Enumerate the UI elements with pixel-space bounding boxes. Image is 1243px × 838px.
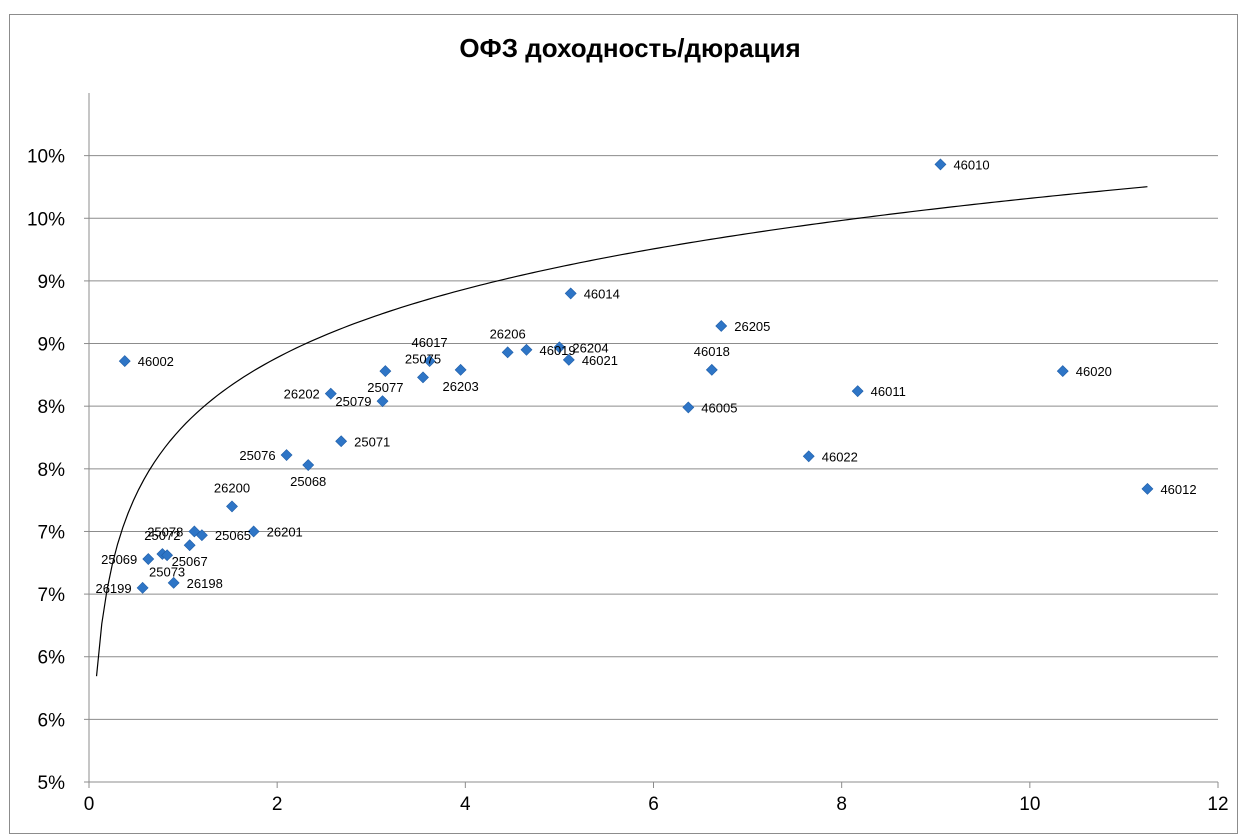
y-tick-label: 10% [27,147,65,168]
y-tick-label: 7% [38,522,66,543]
data-point-marker [520,343,533,356]
data-point-marker [715,320,728,332]
data-point-marker [188,525,201,538]
x-tick-label: 4 [460,794,471,815]
y-tick-label: 9% [38,272,66,293]
data-point-label: 46014 [584,286,620,301]
x-tick-label: 12 [1207,794,1228,815]
data-point-marker [553,341,566,354]
x-tick-label: 2 [272,794,283,815]
data-points [118,158,1154,594]
data-point-label: 46005 [701,400,737,415]
data-point-label: 26206 [490,326,526,341]
y-tick-label: 8% [38,460,66,481]
data-point-label: 26201 [267,524,303,539]
y-tick-label: 5% [38,773,66,794]
data-point-label: 25065 [215,528,251,543]
data-point-marker [226,500,238,513]
data-point-marker [183,539,196,552]
data-point-label: 26198 [187,576,223,591]
data-point-marker [379,365,392,378]
data-point-label: 26199 [95,581,131,596]
data-point-label: 26203 [443,379,479,394]
chart-area [9,14,1238,834]
data-point-marker [934,158,947,171]
data-point-label: 46019 [539,343,575,358]
data-point-label: 25067 [172,554,208,569]
data-point-marker [423,355,436,368]
data-point-marker [562,353,575,366]
data-point-marker [335,435,348,448]
data-point-marker [802,450,815,463]
y-tick-label: 6% [38,710,66,731]
data-point-label: 46010 [953,157,989,172]
data-point-marker [280,449,293,461]
data-point-marker [417,371,429,384]
data-point-label: 46020 [1076,364,1112,379]
data-point-label: 25069 [101,552,137,567]
trendline-group [95,186,1148,677]
x-tick-label: 6 [648,794,659,815]
data-point-marker [705,363,718,376]
data-point-label: 46018 [694,344,730,359]
gridlines [89,155,1218,783]
data-point-label: 25068 [290,474,326,489]
data-point-label: 25077 [367,380,403,395]
y-tick-label: 9% [38,335,66,356]
data-point-marker [564,287,577,300]
trendline [95,186,1148,677]
data-labels: 46002 46010 46014 26205 46018 26206 4601926204… [95,157,1196,595]
data-point-marker [1056,365,1069,378]
data-point-marker [136,581,149,594]
data-point-label: 25075 [405,351,441,366]
y-tick-label: 10% [27,209,65,230]
data-point-label: 25078 [147,524,183,539]
x-tick-label: 0 [84,794,95,815]
data-point-marker [1141,482,1154,495]
data-point-marker [302,459,315,471]
axes: 5% 6% 6% 7% 7% 8% 8% 9% 9% 10% 10% 0 2 4 6 8 10 12 [27,93,1229,815]
data-point-label: 25076 [239,448,275,463]
y-tick-label: 8% [38,397,66,418]
data-point-label: 25071 [354,434,390,449]
data-point-label: 26202 [284,387,320,402]
data-point-label: 46021 [582,353,618,368]
data-point-marker [167,576,180,589]
data-point-label: 46011 [871,384,906,399]
x-tick-label: 10 [1019,794,1040,815]
data-point-label: 26204 [572,340,608,355]
data-point-marker [324,387,337,400]
y-tick-label: 7% [38,585,66,606]
data-point-marker [682,401,695,414]
data-point-marker [376,395,389,408]
data-point-marker [161,549,174,562]
data-point-label: 46012 [1160,482,1196,497]
data-point-label: 46002 [138,354,174,369]
data-point-marker [142,553,155,565]
data-point-marker [501,346,514,359]
y-tick-label: 6% [38,648,66,669]
data-point-label: 25073 [149,564,185,579]
data-point-marker [118,355,131,368]
data-point-marker [247,525,260,538]
data-point-label: 26200 [214,480,250,495]
data-point-marker [195,529,208,542]
data-point-marker [851,385,864,398]
x-tick-label: 8 [836,794,847,815]
chart-title: ОФЗ доходность/дюрация [459,33,800,63]
data-point-label: 26205 [734,319,770,334]
data-point-label: 25079 [335,394,371,409]
data-point-label: 25072 [144,528,180,543]
data-point-label: 46017 [412,335,448,350]
data-point-label: 46022 [822,449,858,464]
data-point-marker [454,363,467,376]
